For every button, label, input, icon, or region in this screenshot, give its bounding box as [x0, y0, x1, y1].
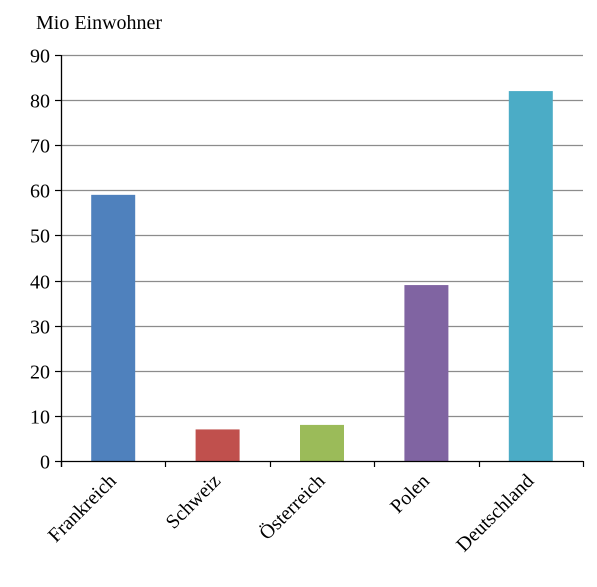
bar-österreich: [300, 424, 344, 461]
y-tick-label-50: 50: [30, 226, 50, 248]
y-tick-label-30: 30: [30, 317, 50, 339]
y-tick-label-60: 60: [30, 181, 50, 203]
y-tick-label-20: 20: [30, 362, 50, 384]
bar-schweiz: [195, 429, 240, 461]
y-axis-label: Mio Einwohner: [36, 12, 162, 34]
y-tick-labels: 0 10 20 30 40 50 60 70 80 90: [30, 46, 50, 474]
y-tick-label-90: 90: [30, 46, 50, 68]
y-tick-label-40: 40: [30, 272, 50, 294]
bar-polen: [404, 285, 449, 461]
x-tick-label-polen: Polen: [386, 470, 434, 518]
axes: [55, 54, 585, 467]
x-tick-label-frankreich: Frankreich: [44, 470, 121, 547]
x-tick-label-schweiz: Schweiz: [162, 470, 226, 534]
bar-frankreich: [91, 194, 136, 461]
gridlines: [61, 54, 583, 418]
y-tick-label-80: 80: [30, 91, 50, 113]
y-tick-label-10: 10: [30, 407, 50, 429]
x-tick-label-deutschland: Deutschland: [452, 470, 538, 556]
bar-deutschland: [508, 91, 553, 461]
x-tick-label-österreich: Österreich: [254, 469, 329, 544]
y-tick-label-70: 70: [30, 136, 50, 158]
bars: [91, 91, 553, 461]
y-tick-label-0: 0: [40, 452, 50, 474]
x-tick-labels: Frankreich Schweiz Österreich Polen Deutschl…: [44, 469, 538, 556]
